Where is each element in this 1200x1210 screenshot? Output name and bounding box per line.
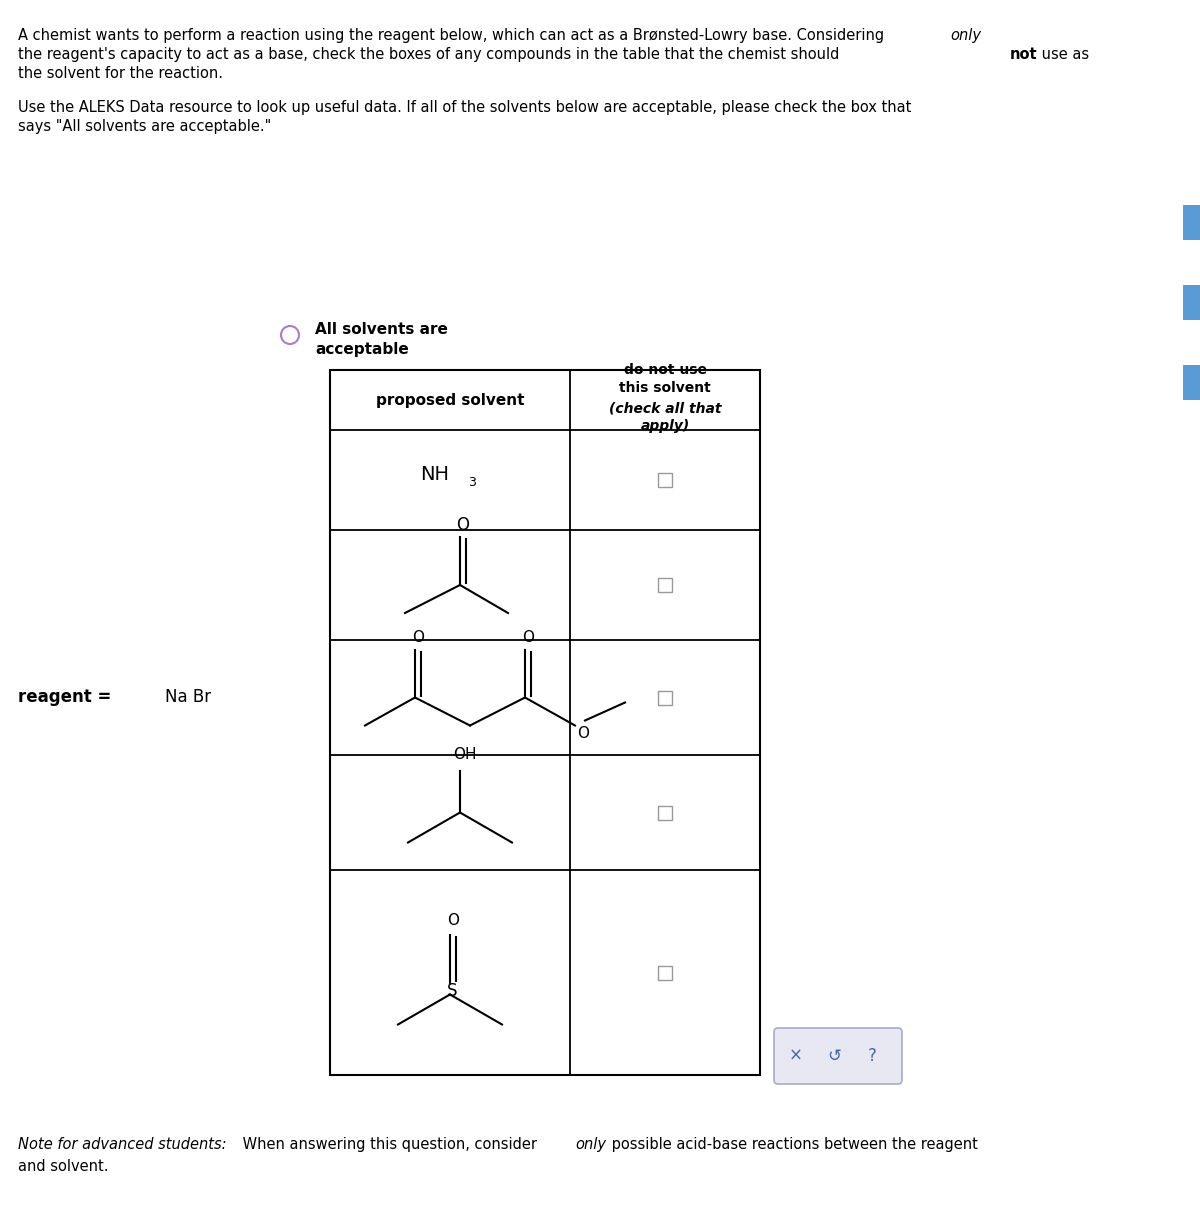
Text: 3: 3 (468, 477, 476, 490)
Text: not: not (1010, 47, 1038, 62)
Text: use as: use as (1037, 47, 1090, 62)
Text: ?: ? (868, 1047, 876, 1065)
Bar (1183, 365, 1200, 401)
Text: ↺: ↺ (827, 1047, 841, 1065)
Text: says "All solvents are acceptable.": says "All solvents are acceptable." (18, 119, 271, 134)
Text: All solvents are: All solvents are (314, 322, 448, 338)
Text: only: only (950, 28, 982, 44)
Text: Note for advanced students:: Note for advanced students: (18, 1137, 227, 1152)
Text: this solvent: this solvent (619, 381, 710, 394)
Text: only: only (575, 1137, 606, 1152)
Text: the solvent for the reaction.: the solvent for the reaction. (18, 67, 223, 81)
Text: the reagent's capacity to act as a base, check the boxes of any compounds in the: the reagent's capacity to act as a base,… (18, 47, 844, 62)
Text: reagent =: reagent = (18, 688, 112, 707)
Text: O: O (456, 515, 469, 534)
Text: proposed solvent: proposed solvent (376, 392, 524, 408)
Bar (658, 966, 672, 980)
Text: O: O (522, 630, 534, 645)
FancyBboxPatch shape (774, 1028, 902, 1084)
Bar (1183, 286, 1200, 319)
Text: acceptable: acceptable (314, 342, 409, 357)
Bar (658, 691, 672, 704)
Bar (330, 370, 760, 1074)
Bar (658, 473, 672, 486)
Bar (658, 578, 672, 592)
Text: apply): apply) (641, 419, 690, 433)
Text: Use the ALEKS Data resource to look up useful data. If all of the solvents below: Use the ALEKS Data resource to look up u… (18, 100, 911, 115)
Circle shape (281, 325, 299, 344)
Text: Na Br: Na Br (166, 688, 211, 707)
Text: O: O (577, 726, 589, 741)
Text: A chemist wants to perform a reaction using the reagent below, which can act as : A chemist wants to perform a reaction us… (18, 28, 889, 44)
Text: OH: OH (454, 747, 476, 762)
Text: (check all that: (check all that (608, 401, 721, 415)
Bar (658, 806, 672, 819)
Text: O: O (412, 630, 424, 645)
Text: and solvent.: and solvent. (18, 1159, 108, 1174)
Bar (1183, 204, 1200, 240)
Text: do not use: do not use (624, 363, 707, 378)
Text: S: S (446, 981, 457, 999)
Text: possible acid-base reactions between the reagent: possible acid-base reactions between the… (607, 1137, 978, 1152)
Text: ×: × (790, 1047, 803, 1065)
Text: O: O (446, 914, 458, 928)
Text: NH: NH (420, 466, 450, 484)
Text: When answering this question, consider: When answering this question, consider (238, 1137, 541, 1152)
